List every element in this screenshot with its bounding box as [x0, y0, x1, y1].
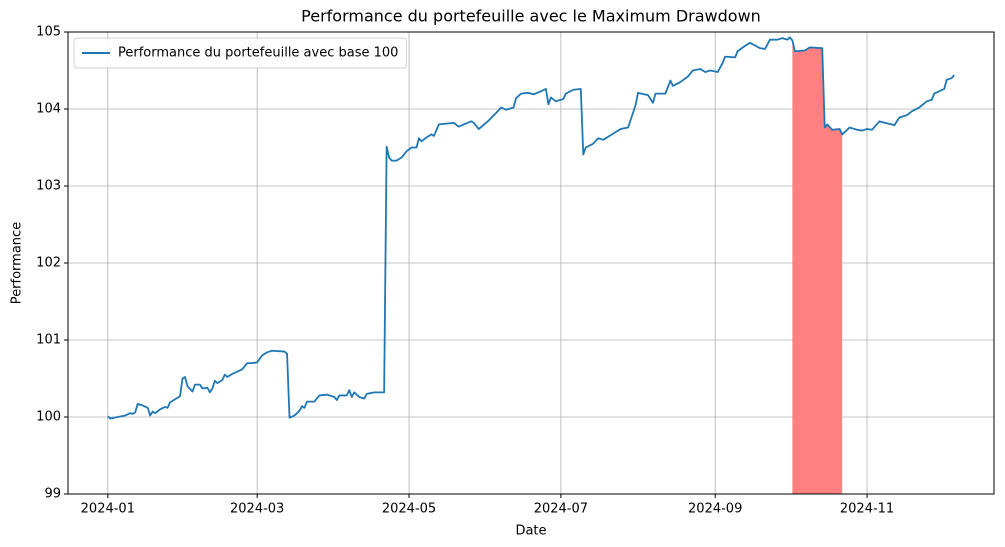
y-tick-label: 104	[36, 102, 61, 117]
legend-label: Performance du portefeuille avec base 10…	[118, 46, 398, 61]
legend-box	[73, 37, 407, 69]
x-tick-label: 2024-03	[230, 502, 284, 517]
x-tick-label: 2024-01	[81, 502, 135, 517]
y-axis-label: Performance	[10, 222, 25, 304]
y-tick-label: 103	[36, 179, 61, 194]
y-tick-label: 100	[36, 410, 61, 425]
series-line	[107, 36, 955, 420]
y-tick-label: 102	[36, 256, 61, 271]
chart-title: Performance du portefeuille avec le Maxi…	[301, 7, 761, 26]
x-tick-label: 2024-09	[688, 502, 742, 517]
y-tick-label: 99	[44, 487, 61, 502]
x-axis-label: Date	[515, 524, 546, 539]
plot-frame	[67, 31, 995, 495]
drawdown-area	[792, 40, 843, 494]
x-tick-label: 2024-05	[382, 502, 436, 517]
y-tick-label: 105	[36, 25, 61, 40]
y-tick-label: 101	[36, 333, 61, 348]
x-tick-label: 2024-11	[840, 502, 894, 517]
legend: Performance du portefeuille avec base 10…	[73, 37, 407, 69]
x-tick-label: 2024-07	[534, 502, 588, 517]
